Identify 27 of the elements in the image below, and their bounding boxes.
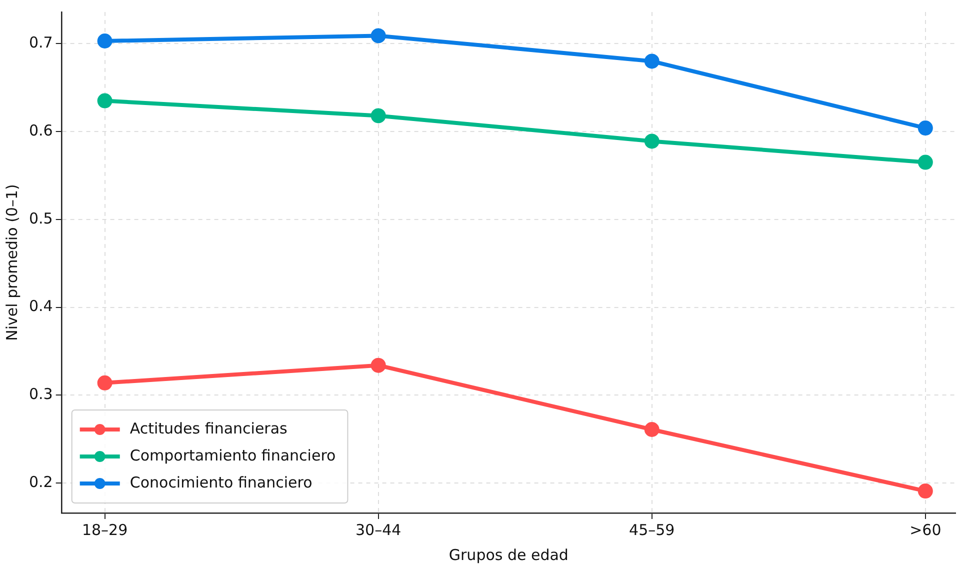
x-tick-label: 45–59 — [629, 520, 675, 539]
x-axis-title: Grupos de edad — [448, 546, 568, 564]
point — [644, 134, 660, 149]
legend-label: Conocimiento financiero — [130, 473, 312, 492]
x-tick-label: 30–44 — [355, 520, 402, 539]
y-tick-label: 0.2 — [28, 473, 53, 492]
y-axis-title: Nivel promedio (0–1) — [2, 184, 21, 341]
point — [918, 154, 933, 170]
y-tick-label: 0.5 — [28, 209, 53, 228]
point — [644, 54, 660, 69]
legend-label: Comportamiento financiero — [130, 446, 336, 464]
point — [97, 93, 112, 108]
legend-label: Actitudes financieras — [130, 419, 288, 438]
y-tick-label: 0.3 — [28, 385, 53, 404]
point — [97, 34, 112, 49]
point — [370, 28, 386, 44]
y-tick-label: 0.7 — [28, 34, 53, 52]
y-tick-label: 0.6 — [28, 121, 53, 140]
point — [370, 108, 386, 124]
point — [644, 422, 660, 437]
point — [97, 375, 112, 390]
point — [370, 358, 386, 373]
point — [918, 484, 933, 499]
x-tick-label: >60 — [910, 520, 942, 539]
x-tick-label: 18–29 — [82, 520, 128, 539]
point — [918, 120, 933, 136]
y-tick-label: 0.4 — [28, 297, 53, 316]
